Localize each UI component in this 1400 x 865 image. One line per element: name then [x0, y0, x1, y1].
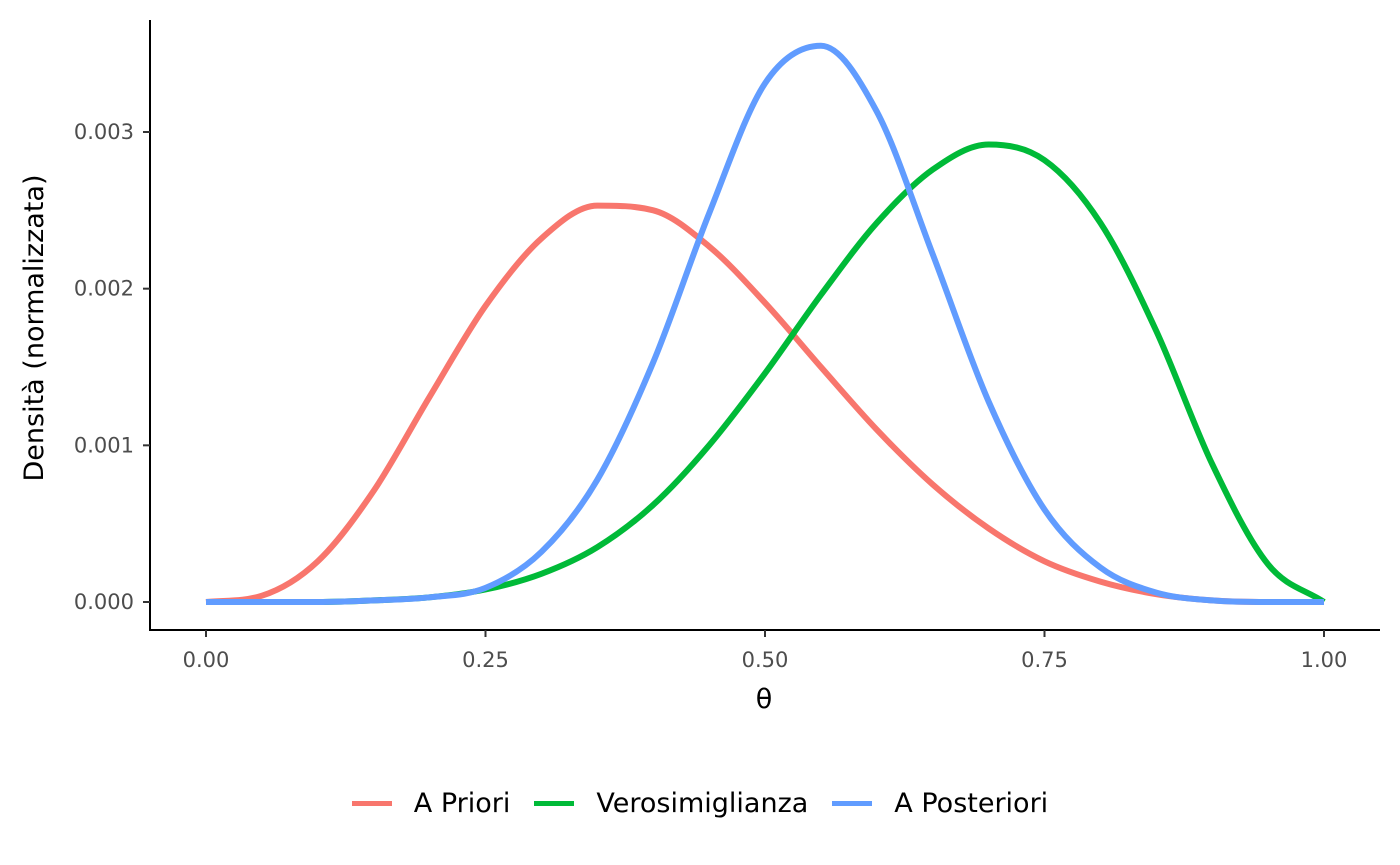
legend-swatch-a-posteriori	[832, 800, 873, 806]
y-tick-label: 0.003	[74, 120, 134, 144]
legend-label-a-priori: A Priori	[413, 787, 511, 819]
x-tick-label: 0.50	[742, 648, 789, 672]
series-line-verosimiglianza	[205, 141, 1326, 605]
x-axis-title: θ	[756, 684, 773, 715]
series-line-a-posteriori	[205, 42, 1324, 605]
legend-label-a-posteriori: A Posteriori	[894, 787, 1049, 819]
legend-label-verosimiglianza: Verosimiglianza	[596, 787, 809, 819]
legend: A Priori Verosimiglianza A Posteriori	[0, 780, 1400, 826]
x-tick-label: 1.00	[1301, 648, 1348, 672]
y-tick-label: 0.002	[74, 277, 134, 301]
legend-swatch-a-priori	[351, 800, 392, 806]
density-chart: 0.00 0.25 0.50 0.75 1.00 0.0000.0010.0020.00…	[19, 20, 1380, 715]
legend-item-a-priori: A Priori	[351, 787, 511, 819]
series-line-a-priori	[205, 202, 1324, 605]
y-axis-ticks: 0.000 0.001 0.002 0.003	[74, 120, 150, 614]
legend-item-a-posteriori: A Posteriori	[832, 788, 1048, 819]
x-tick-label: 0.00	[183, 648, 230, 672]
legend-item-verosimiglianza: Verosimiglianza	[534, 788, 808, 819]
x-tick-label: 0.75	[1021, 648, 1068, 672]
y-axis-title: Densità (normalizzata)	[19, 175, 50, 482]
x-tick-label: 0.25	[462, 648, 509, 672]
legend-swatch-verosimiglianza	[534, 800, 575, 806]
y-tick-label: 0.001	[74, 433, 134, 457]
x-axis-ticks: 0.00 0.25 0.50 0.75 1.00	[183, 630, 1348, 672]
series-lines	[205, 42, 1326, 605]
y-tick-label: 0.000	[74, 590, 134, 614]
